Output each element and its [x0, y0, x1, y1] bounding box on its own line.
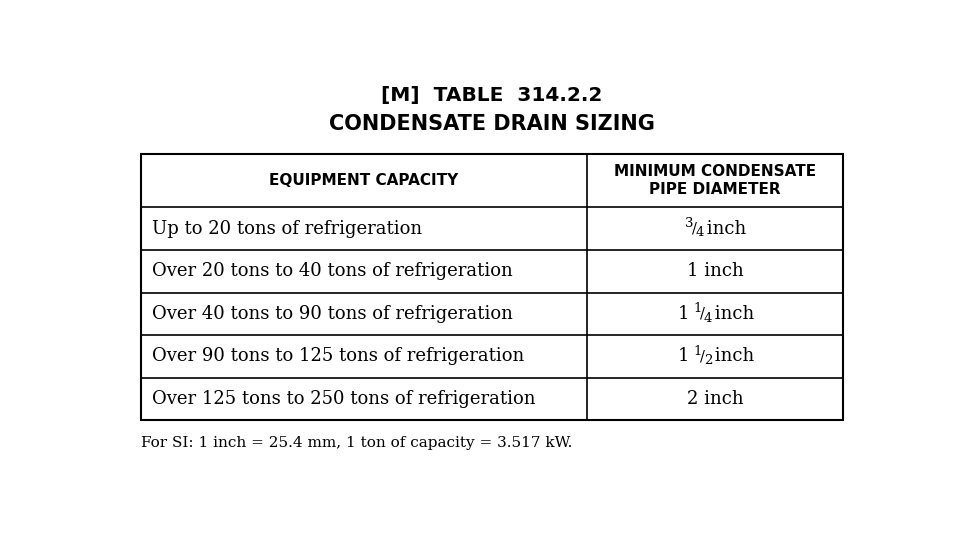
Text: inch: inch: [701, 220, 746, 238]
Text: Over 40 tons to 90 tons of refrigeration: Over 40 tons to 90 tons of refrigeration: [152, 305, 513, 323]
Text: /: /: [700, 307, 706, 321]
Text: 1 inch: 1 inch: [686, 262, 743, 280]
Text: MINIMUM CONDENSATE: MINIMUM CONDENSATE: [614, 164, 816, 179]
Bar: [141, 154, 843, 420]
Text: 1: 1: [693, 302, 702, 315]
Text: /: /: [692, 222, 697, 235]
Text: 2: 2: [704, 354, 712, 367]
Text: 2 inch: 2 inch: [686, 390, 743, 408]
Text: 4: 4: [704, 312, 712, 325]
Text: Over 125 tons to 250 tons of refrigeration: Over 125 tons to 250 tons of refrigerati…: [152, 390, 536, 408]
Text: Up to 20 tons of refrigeration: Up to 20 tons of refrigeration: [152, 220, 422, 238]
Text: PIPE DIAMETER: PIPE DIAMETER: [649, 183, 780, 198]
Text: inch: inch: [708, 305, 755, 323]
Text: CONDENSATE DRAIN SIZING: CONDENSATE DRAIN SIZING: [329, 114, 655, 134]
Text: For SI: 1 inch = 25.4 mm, 1 ton of capacity = 3.517 kW.: For SI: 1 inch = 25.4 mm, 1 ton of capac…: [141, 436, 572, 450]
Text: EQUIPMENT CAPACITY: EQUIPMENT CAPACITY: [269, 173, 459, 188]
Text: [M]  TABLE  314.2.2: [M] TABLE 314.2.2: [381, 86, 603, 105]
Text: 4: 4: [696, 226, 704, 239]
Text: 1: 1: [678, 305, 695, 323]
Text: Over 20 tons to 40 tons of refrigeration: Over 20 tons to 40 tons of refrigeration: [152, 262, 513, 280]
Text: /: /: [700, 349, 706, 363]
Text: 1: 1: [678, 347, 695, 366]
Text: inch: inch: [708, 347, 755, 366]
Text: Over 90 tons to 125 tons of refrigeration: Over 90 tons to 125 tons of refrigeratio…: [152, 347, 524, 366]
Text: 3: 3: [684, 217, 693, 230]
Text: 1: 1: [693, 345, 702, 358]
